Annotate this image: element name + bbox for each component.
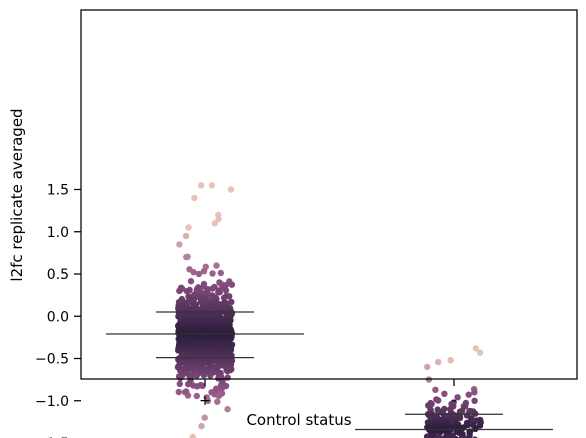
data-point: [190, 382, 197, 389]
data-point: [183, 253, 190, 261]
data-point: [198, 182, 205, 189]
data-point: [200, 268, 208, 275]
data-point: [477, 349, 484, 356]
x-axis-label: Control status: [246, 411, 351, 429]
data-point: [213, 385, 220, 392]
data-points: [174, 182, 484, 438]
data-point: [182, 232, 190, 240]
data-point: [462, 403, 469, 410]
data-point: [215, 289, 222, 296]
data-point: [220, 294, 228, 302]
data-point: [459, 425, 466, 432]
data-point: [185, 224, 192, 231]
data-point: [217, 269, 224, 277]
data-point: [197, 381, 204, 389]
data-point: [435, 397, 442, 404]
data-point: [465, 391, 472, 398]
data-point: [454, 394, 461, 401]
data-point: [195, 270, 203, 278]
data-point: [218, 390, 226, 397]
data-point: [176, 287, 183, 295]
data-point: [197, 298, 204, 306]
data-point: [441, 390, 448, 397]
data-point: [211, 220, 218, 227]
data-point: [183, 287, 191, 295]
data-point: [447, 357, 454, 364]
plot-frame: [80, 9, 578, 380]
y-axis-label: l2fc replicate averaged: [8, 108, 26, 281]
x-tick-label: -: [451, 393, 456, 409]
data-point: [214, 398, 221, 405]
data-point: [215, 215, 222, 223]
data-point: [201, 414, 208, 421]
data-point: [209, 285, 216, 292]
data-point: [189, 433, 196, 438]
y-tick-label: −1.0: [35, 394, 69, 410]
data-point: [191, 194, 198, 202]
data-point: [471, 389, 478, 396]
data-point: [209, 270, 216, 277]
data-point: [226, 293, 233, 300]
data-point: [476, 422, 484, 429]
data-point: [424, 363, 431, 371]
x-axis: + -: [199, 379, 457, 409]
data-point: [224, 406, 231, 413]
data-point: [224, 374, 231, 381]
data-point: [449, 432, 456, 438]
data-point: [472, 345, 479, 352]
data-point: [176, 380, 183, 388]
data-point: [222, 287, 230, 294]
data-point: [203, 394, 210, 401]
y-tick-label: 1.0: [47, 225, 69, 241]
y-axis: 1.51.00.50.0−0.5−1.0−1.5−2.0−2.5: [35, 183, 81, 438]
data-point: [228, 281, 236, 288]
y-tick-label: 0.0: [47, 309, 69, 325]
data-point: [471, 397, 478, 404]
data-point: [435, 358, 442, 366]
data-point: [187, 278, 195, 285]
data-point: [432, 386, 439, 393]
y-tick-label: 1.5: [47, 183, 69, 199]
data-point: [227, 186, 235, 193]
y-tick-label: −1.5: [35, 436, 69, 438]
data-point: [176, 241, 183, 248]
data-point: [183, 388, 190, 395]
data-point: [213, 262, 220, 269]
data-point: [198, 422, 205, 430]
data-point: [208, 182, 216, 189]
data-point: [222, 382, 230, 390]
data-point: [175, 388, 182, 396]
y-tick-label: 0.5: [47, 267, 69, 283]
data-point: [228, 298, 235, 306]
x-tick-label: +: [199, 393, 211, 409]
data-point: [190, 269, 197, 276]
data-point: [193, 392, 200, 400]
y-tick-label: −0.5: [35, 352, 69, 368]
mean-sd-bars: [106, 311, 553, 431]
